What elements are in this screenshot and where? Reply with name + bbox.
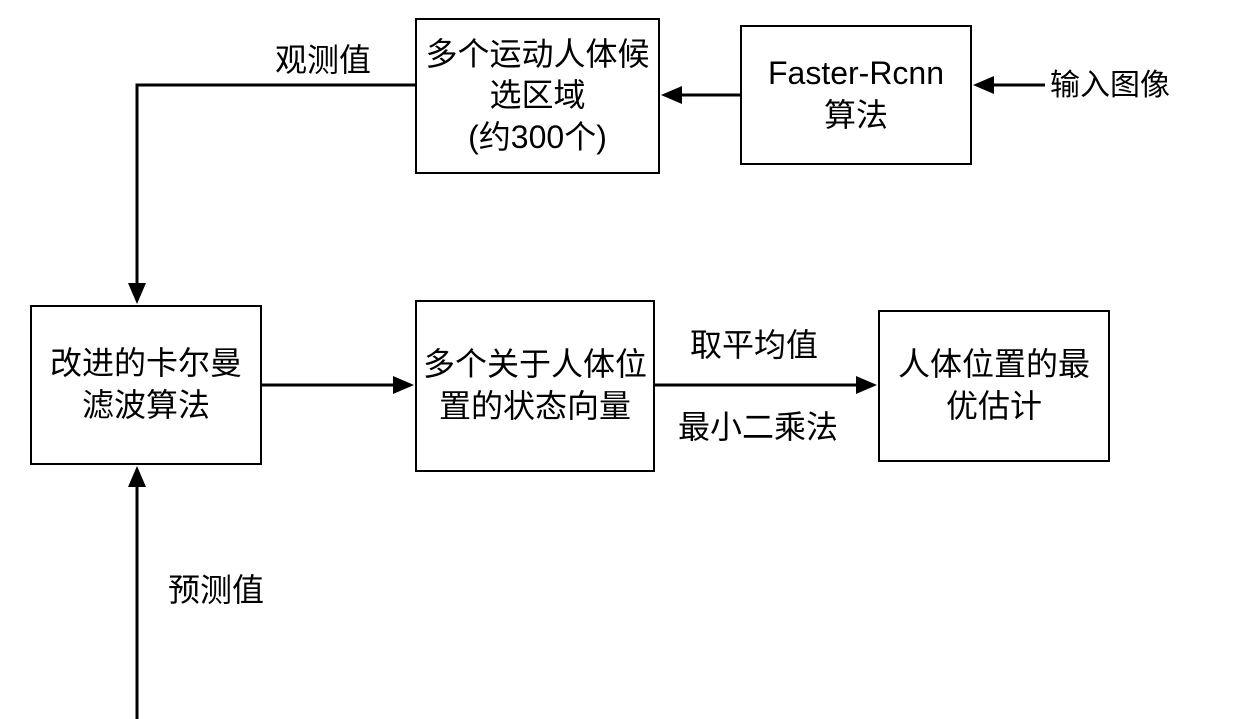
label-least-squares: 最小二乘法 (678, 402, 838, 448)
node-state-vectors-text: 多个关于人体位置的状态向量 (423, 344, 647, 427)
label-prediction-text: 预测值 (168, 572, 264, 608)
node-kalman-text: 改进的卡尔曼滤波算法 (38, 343, 254, 426)
label-observation: 观测值 (275, 35, 371, 81)
node-state-vectors: 多个关于人体位置的状态向量 (415, 300, 655, 472)
node-candidate-regions: 多个运动人体候选区域(约300个) (415, 18, 660, 174)
label-least-squares-text: 最小二乘法 (678, 409, 838, 445)
node-optimal-est-text: 人体位置的最优估计 (886, 344, 1102, 427)
edge-candidates-to-kalman (137, 85, 415, 301)
label-input-image: 输入图像 (1050, 60, 1170, 104)
label-average-text: 取平均值 (690, 327, 818, 363)
label-observation-text: 观测值 (275, 42, 371, 78)
label-input-image-text: 输入图像 (1050, 69, 1170, 102)
label-average: 取平均值 (690, 320, 818, 366)
label-prediction: 预测值 (168, 565, 264, 611)
node-optimal-est: 人体位置的最优估计 (878, 310, 1110, 462)
node-candidate-regions-text: 多个运动人体候选区域(约300个) (423, 34, 652, 159)
node-faster-rcnn-text: Faster-Rcnn算法 (768, 53, 944, 136)
node-faster-rcnn: Faster-Rcnn算法 (740, 25, 972, 165)
node-kalman: 改进的卡尔曼滤波算法 (30, 305, 262, 465)
